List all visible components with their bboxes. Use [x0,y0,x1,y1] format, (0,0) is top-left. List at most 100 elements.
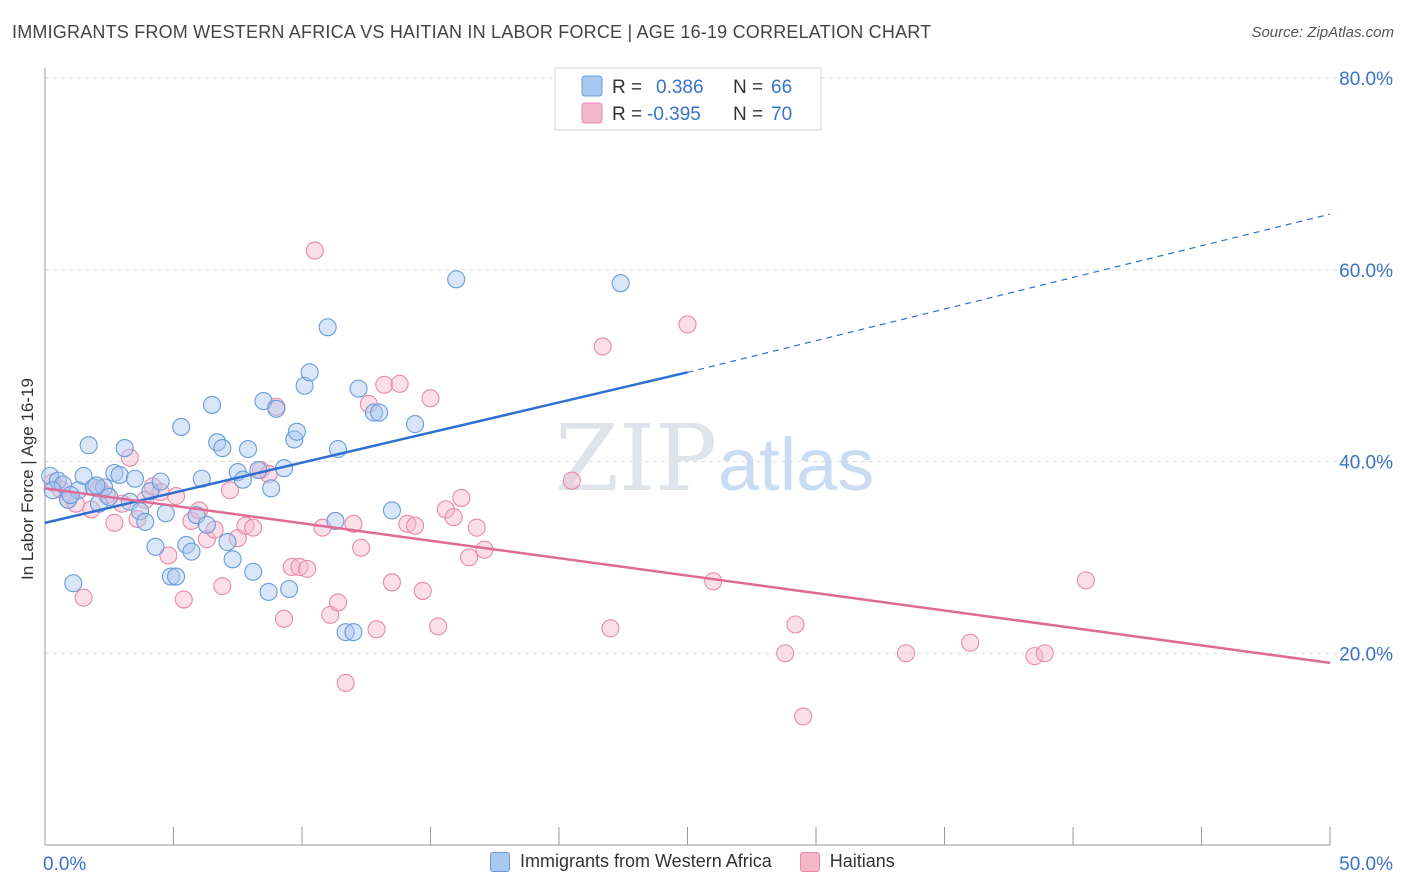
western-africa-point [208,433,227,452]
western-africa-point [349,379,368,398]
legend-n-label: N = [733,77,763,98]
western-africa-point [110,465,129,484]
haitians-point [601,619,620,638]
x-tick-label: 0.0% [43,854,86,875]
y-tick-label: 80.0% [1339,69,1393,90]
western-africa-point [336,623,355,642]
western-africa-point [115,439,134,458]
haitians-trend-line [44,487,1331,665]
haitians-point [421,389,440,408]
legend-swatch-blue [581,75,603,97]
axes [44,68,1331,846]
haitians-point [1025,647,1044,666]
haitians-point [282,557,301,577]
western-africa-point [218,532,237,552]
haitians-point [174,590,193,609]
legend-swatch-blue [490,851,510,872]
legend-item-haitians[interactable]: Haitians [799,851,895,872]
western-africa-point [238,439,258,459]
western-africa-point [87,476,106,495]
western-africa-point [61,486,80,505]
haitians-point [220,481,240,500]
legend-n-value: 66 [771,77,792,98]
haitians-point [105,513,124,532]
western-africa-point [182,542,201,561]
haitians-point [444,508,463,527]
haitians-point [382,573,402,592]
legend-swatch-pink [799,851,820,872]
y-tick-label: 20.0% [1339,644,1393,665]
western-africa-point [161,567,180,586]
haitians-point [459,548,479,567]
western-africa-point [295,376,314,395]
haitians-point [305,241,324,260]
western-africa-point [233,470,252,489]
watermark-zip: ZIP [555,405,717,512]
western-africa-point [74,466,93,485]
trend-lines [44,213,1331,665]
haitians-point [74,588,93,607]
haitians-point [794,707,813,726]
x-tick-label: 50.0% [1339,854,1393,875]
haitians-point [236,516,255,535]
haitians-point [213,577,232,596]
legend-n-value: 70 [771,104,792,125]
haitians-point [375,375,394,394]
haitians-point [961,633,980,652]
haitians-point [290,557,309,577]
haitians-point [413,581,432,600]
haitians-point [562,471,581,490]
legend-r-value: 0.386 [656,77,704,98]
haitians-point [1035,644,1054,663]
haitians-point [776,644,795,663]
legend-bottom: Immigrants from Western Africa Haitians [490,851,923,872]
y-tick-label: 40.0% [1339,453,1393,474]
haitians-point [467,518,486,537]
western-africa-point [447,270,466,289]
western-africa-point [300,363,319,382]
haitians-point [344,514,363,533]
chart-title: IMMIGRANTS FROM WESTERN AFRICA VS HAITIA… [12,22,932,42]
watermark-atlas: atlas [718,423,874,506]
haitians-point [328,593,348,612]
western-africa-point [156,504,175,523]
haitians-point [436,500,455,519]
legend-item-western-africa[interactable]: Immigrants from Western Africa [490,851,772,872]
western-africa-point [249,461,268,480]
western-africa-point [146,537,165,556]
haitians-point [352,538,371,557]
haitians-point [786,615,805,634]
western-africa-point [131,502,150,521]
y-tick-label: 60.0% [1339,261,1393,282]
western-africa-point [406,415,425,434]
western-africa-point [79,436,98,455]
haitians-point [1076,571,1095,590]
haitians-point [336,673,355,693]
western-africa-point [326,511,345,530]
western-africa-point [136,512,155,531]
western-africa-point [197,515,216,534]
haitians-point [274,609,294,628]
haitians-point [159,546,178,565]
haitians-point [398,514,417,533]
haitians-point [406,516,425,535]
source-label: Source: ZipAtlas.com [1251,24,1394,41]
western-africa-trend-extension [687,213,1331,373]
western-africa-point [223,550,242,569]
western-africa-point [167,567,186,586]
western-africa-point [382,501,402,520]
western-africa-point [287,422,306,441]
western-africa-point [364,403,384,422]
legend-top: R = 0.386 N = 66 R = -0.395 N = 70 [554,67,822,131]
legend-label: Immigrants from Western Africa [520,851,772,871]
haitians-point [452,488,471,507]
legend-n-label: N = [733,104,763,125]
legend-r-label: R = [612,104,642,125]
western-africa-point [370,403,389,422]
western-africa-point [611,274,630,293]
western-africa-point [213,439,232,458]
legend-r-value: -0.395 [647,104,701,125]
haitians-point [120,448,139,467]
western-africa-point [259,582,278,601]
